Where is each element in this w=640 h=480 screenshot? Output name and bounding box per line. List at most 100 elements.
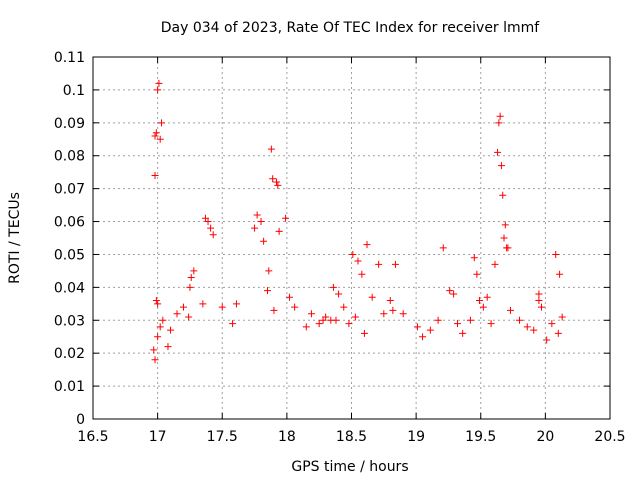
data-point [152, 129, 160, 137]
data-point [151, 171, 159, 179]
data-point [322, 313, 330, 321]
data-point [535, 297, 543, 305]
data-point [152, 297, 160, 305]
data-point [548, 320, 556, 328]
data-point [459, 329, 467, 337]
data-point [155, 79, 163, 87]
data-point [275, 227, 283, 235]
y-tick-label: 0.07 [54, 182, 85, 198]
data-point [154, 333, 162, 341]
data-point [495, 119, 503, 127]
data-point [368, 293, 376, 301]
data-point [500, 234, 508, 242]
data-point [154, 300, 162, 308]
data-point [386, 297, 394, 305]
data-point [282, 214, 290, 222]
data-point [167, 326, 175, 334]
y-tick-label: 0.02 [54, 346, 85, 362]
data-point [349, 250, 357, 258]
data-point [207, 224, 215, 232]
data-point [257, 218, 265, 226]
x-tick-label: 17 [149, 429, 167, 445]
data-point [494, 148, 502, 156]
data-point [204, 218, 212, 226]
data-point [479, 303, 487, 311]
data-point [345, 320, 353, 328]
data-point [302, 323, 310, 331]
x-tick-label: 20.5 [594, 429, 625, 445]
data-point [340, 303, 348, 311]
data-point [186, 283, 194, 291]
y-tick-label: 0.11 [54, 50, 85, 66]
data-point [269, 175, 277, 183]
y-axis-label: ROTI / TECUs [7, 192, 23, 284]
data-point [380, 310, 388, 318]
data-point [358, 270, 366, 278]
data-point [285, 293, 293, 301]
data-point [487, 320, 495, 328]
x-tick-label: 18 [278, 429, 296, 445]
x-tick-label: 18.5 [336, 429, 367, 445]
data-point [499, 191, 507, 199]
data-point [530, 326, 538, 334]
data-point [399, 310, 407, 318]
data-point [475, 297, 483, 305]
data-point [413, 323, 421, 331]
chart-title: Day 034 of 2023, Rate Of TEC Index for r… [161, 20, 541, 36]
y-tick-label: 0.04 [54, 280, 85, 296]
data-point [151, 132, 159, 140]
data-point [158, 119, 166, 127]
data-point [307, 310, 315, 318]
x-tick-label: 19 [407, 429, 425, 445]
data-point [187, 273, 195, 281]
data-point [156, 323, 164, 331]
x-axis-label: GPS time / hours [291, 459, 408, 475]
data-point [253, 211, 261, 219]
data-point [190, 267, 198, 275]
data-point [354, 257, 362, 265]
x-tick-label: 20 [536, 429, 554, 445]
data-point [218, 303, 226, 311]
y-tick-label: 0.05 [54, 247, 85, 263]
y-tick-label: 0 [76, 412, 85, 428]
data-point [535, 290, 543, 298]
data-point [164, 343, 172, 351]
data-point [496, 112, 504, 120]
data-point [274, 181, 282, 189]
data-point [199, 300, 207, 308]
x-tick-label: 16.5 [77, 429, 108, 445]
data-point [229, 320, 237, 328]
data-point [389, 306, 397, 314]
y-tick-label: 0.1 [63, 83, 85, 99]
data-point [470, 254, 478, 262]
data-point [332, 316, 340, 324]
data-point [391, 260, 399, 268]
data-point [516, 316, 524, 324]
data-point [232, 300, 240, 308]
y-tick-label: 0.03 [54, 313, 85, 329]
data-point [558, 313, 566, 321]
data-point [360, 329, 368, 337]
data-point [179, 303, 187, 311]
grid-lines [93, 57, 610, 419]
y-tick-label: 0.08 [54, 149, 85, 165]
data-point [466, 316, 474, 324]
data-point [419, 333, 427, 341]
data-point [150, 346, 158, 354]
data-point [504, 244, 512, 252]
data-point [506, 306, 514, 314]
data-points [150, 79, 566, 364]
data-point [315, 320, 323, 328]
data-point [537, 303, 545, 311]
data-point [501, 221, 509, 229]
data-point [375, 260, 383, 268]
data-point [523, 323, 531, 331]
data-point [267, 145, 275, 153]
data-point [363, 241, 371, 249]
data-point [329, 283, 337, 291]
data-point [483, 293, 491, 301]
data-point [556, 270, 564, 278]
data-point [263, 287, 271, 295]
data-point [185, 313, 193, 321]
